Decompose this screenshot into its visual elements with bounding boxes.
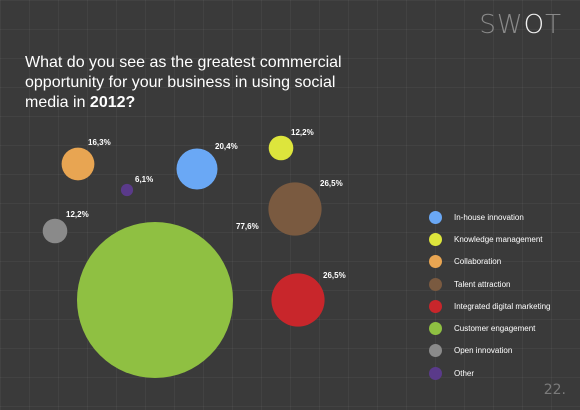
swot-logo: SWOT bbox=[479, 10, 562, 40]
legend-swatch bbox=[429, 277, 442, 291]
logo-accent: O bbox=[523, 10, 546, 40]
legend-swatch bbox=[429, 210, 442, 224]
data-label-integrated-digital-marketing: 26,5% bbox=[323, 271, 346, 280]
legend-swatch bbox=[429, 299, 442, 313]
legend-item-open-innovation: Open innovation bbox=[429, 340, 551, 362]
legend-item-other: Other bbox=[429, 362, 551, 384]
logo-prefix: SW bbox=[479, 10, 524, 40]
bubble-talent-attraction bbox=[268, 182, 322, 236]
legend-swatch bbox=[429, 232, 442, 246]
legend-label: Customer engagement bbox=[454, 324, 536, 334]
bubble-other bbox=[120, 183, 134, 197]
bubble-collaboration bbox=[61, 147, 95, 181]
logo-suffix: T bbox=[545, 10, 562, 40]
legend-item-in-house-innovation: In-house innovation bbox=[429, 206, 551, 228]
chart-legend: In-house innovation Knowledge management C… bbox=[429, 206, 551, 384]
legend-swatch bbox=[429, 255, 442, 269]
bubble-in-house-innovation bbox=[176, 148, 218, 190]
legend-item-knowledge-management: Knowledge management bbox=[429, 228, 551, 250]
legend-label: In-house innovation bbox=[454, 212, 524, 222]
data-label-in-house-innovation: 20,4% bbox=[215, 142, 238, 151]
data-label-knowledge-management: 12,2% bbox=[291, 128, 314, 137]
legend-label: Open innovation bbox=[454, 346, 513, 356]
legend-swatch bbox=[429, 344, 442, 358]
legend-item-collaboration: Collaboration bbox=[429, 251, 551, 273]
legend-label: Integrated digital marketing bbox=[454, 301, 551, 311]
bubble-open-innovation bbox=[42, 218, 68, 244]
legend-label: Other bbox=[454, 368, 475, 378]
legend-label: Collaboration bbox=[454, 257, 502, 267]
legend-swatch bbox=[429, 322, 442, 336]
data-label-other: 6,1% bbox=[135, 175, 153, 184]
data-label-customer-engagement: 77,6% bbox=[236, 222, 259, 231]
legend-swatch bbox=[429, 366, 442, 380]
question-year: 2012? bbox=[89, 94, 136, 111]
legend-label: Talent attraction bbox=[454, 279, 511, 289]
legend-item-integrated-digital-marketing: Integrated digital marketing bbox=[429, 295, 551, 317]
question-text: What do you see as the greatest commerci… bbox=[25, 54, 342, 111]
bubble-knowledge-management bbox=[268, 135, 294, 161]
legend-label: Knowledge management bbox=[454, 234, 543, 244]
bubble-customer-engagement bbox=[77, 222, 233, 378]
legend-item-customer-engagement: Customer engagement bbox=[429, 317, 551, 339]
bubble-integrated-digital-marketing bbox=[271, 273, 325, 327]
data-label-open-innovation: 12,2% bbox=[66, 210, 89, 219]
legend-item-talent-attraction: Talent attraction bbox=[429, 273, 551, 295]
data-label-talent-attraction: 26,5% bbox=[320, 179, 343, 188]
question-title: What do you see as the greatest commerci… bbox=[25, 53, 355, 113]
page-number: 22. bbox=[543, 382, 566, 398]
data-label-collaboration: 16,3% bbox=[88, 138, 111, 147]
